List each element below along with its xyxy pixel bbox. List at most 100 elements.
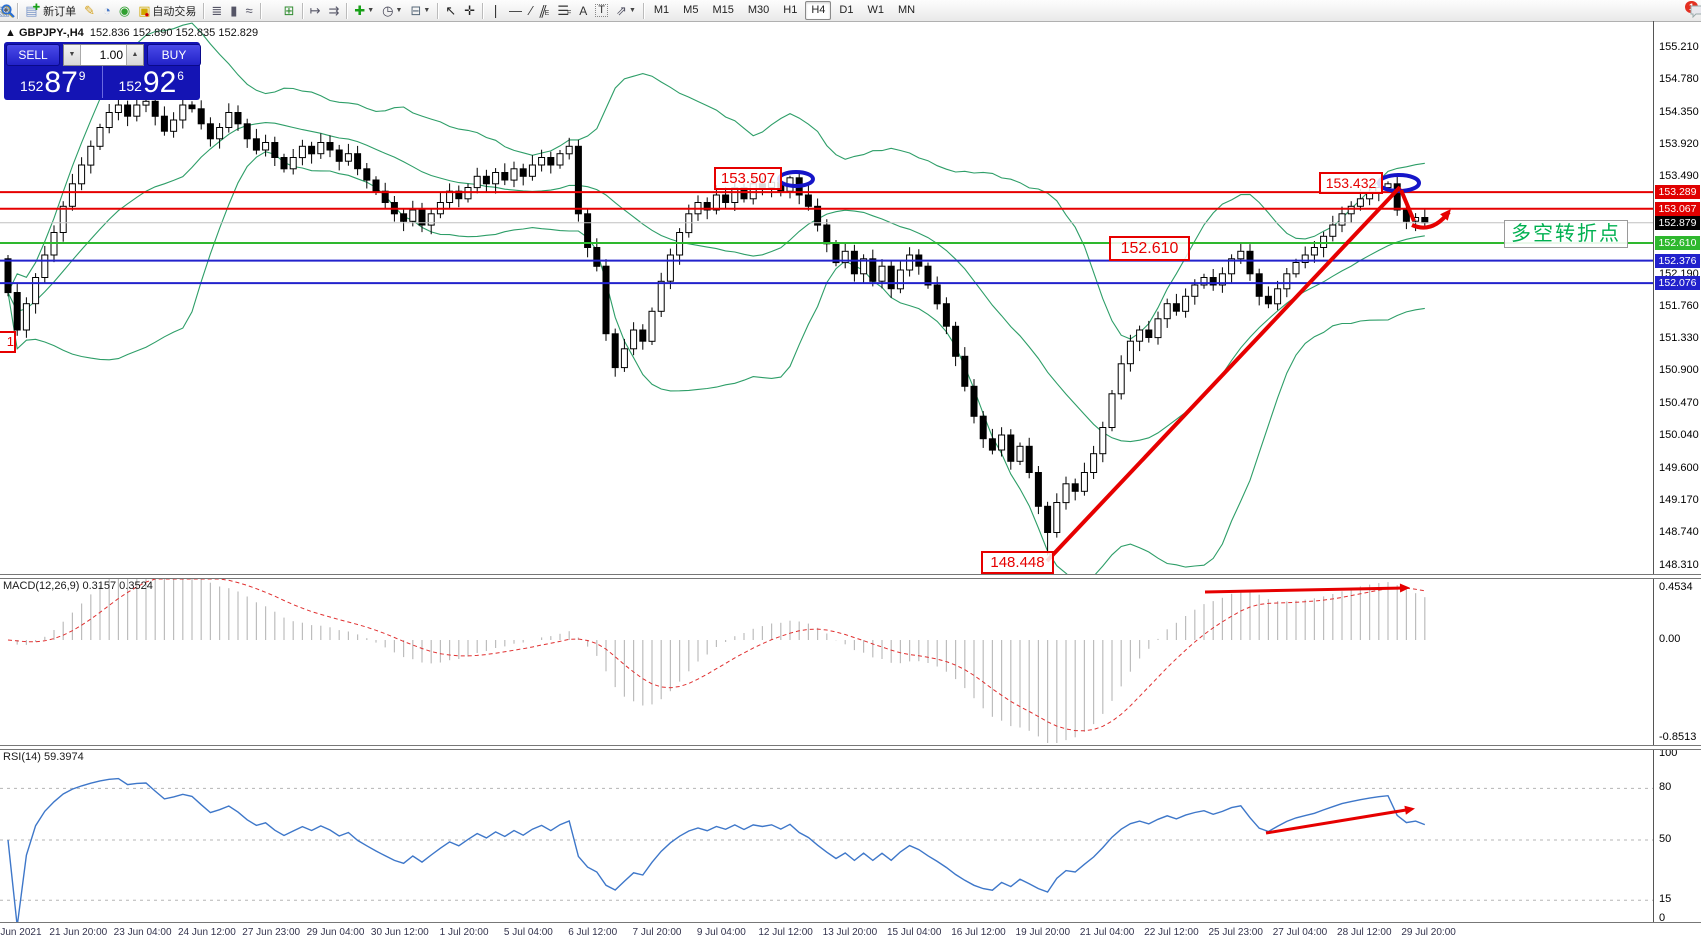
styler-icon[interactable]: ✎ <box>84 3 96 18</box>
rsi-tick: 80 <box>1659 781 1672 794</box>
timeframe-m30[interactable]: M30 <box>747 4 770 16</box>
symbol-header: ▲ GBPJPY-,H4 152.836 152.890 152.835 152… <box>5 27 258 39</box>
chart-shift-icon[interactable]: ↦ <box>309 3 321 18</box>
price-chart[interactable] <box>0 21 1653 574</box>
fibonacci-tool[interactable]: ☰ F <box>557 3 572 18</box>
price-tick: 154.350 <box>1659 105 1699 118</box>
chat-icon[interactable]: 1 <box>1685 1 1701 20</box>
time-label: 7 Jul 20:00 <box>632 927 682 937</box>
bar-chart-icon[interactable]: ≣ <box>211 3 223 18</box>
price-badge-152.076: 152.076 <box>1655 276 1700 291</box>
volume-input[interactable] <box>81 45 126 65</box>
new-order-icon: ▤ <box>25 3 38 18</box>
macd-tick: -0.8513 <box>1659 730 1697 743</box>
crosshair-tool[interactable]: ✛ <box>464 3 476 18</box>
new-order-button[interactable]: ▤ ✚ 新订单 <box>25 1 77 18</box>
rsi-panel[interactable] <box>0 748 1653 924</box>
timeframe-m15[interactable]: M15 <box>712 4 734 16</box>
price-tick: 149.600 <box>1659 461 1699 474</box>
volume-up-button[interactable]: ▲ <box>126 45 143 65</box>
time-label: 15 Jul 04:00 <box>886 927 942 937</box>
macd-signal-line <box>7 578 1425 732</box>
time-label: 9 Jul 04:00 <box>696 927 746 937</box>
timeframe-mn[interactable]: MN <box>897 4 916 16</box>
one-click-trading-panel: SELL ▼ ▲ BUY 152 87 9 152 92 6 <box>4 42 201 100</box>
note-148448[interactable]: 148.448 <box>981 551 1054 574</box>
search-icon[interactable] <box>1 1 1689 20</box>
text-label-tool[interactable]: T <box>591 1 612 20</box>
macd-separator[interactable] <box>0 574 1701 579</box>
time-label: 24 Jun 12:00 <box>177 927 236 937</box>
add-indicator-button[interactable]: ✚ ▼ <box>354 3 375 18</box>
timeframe-h4[interactable]: H4 <box>805 1 832 20</box>
time-label: 5 Jul 04:00 <box>503 927 553 937</box>
timeframe-d1[interactable]: D1 <box>839 4 854 16</box>
shapes-tool[interactable]: ⇗ ▼ <box>616 3 636 18</box>
volume-stepper: ▼ ▲ <box>63 44 144 66</box>
symbol-name: GBPJPY-,H4 <box>18 27 84 39</box>
note-152610[interactable]: 152.610 <box>1109 236 1190 261</box>
time-label: 25 Jul 23:00 <box>1208 927 1263 937</box>
buy-price[interactable]: 152 92 6 <box>118 66 184 99</box>
macd-label: MACD(12,26,9) 0.3157 0.3524 <box>3 580 153 592</box>
note-153507[interactable]: 153.507 <box>714 167 782 190</box>
price-tick: 155.210 <box>1659 41 1699 53</box>
time-label: 23 Jun 04:00 <box>113 927 172 937</box>
time-label: 22 Jul 12:00 <box>1144 927 1199 937</box>
time-label: 1 Jul 20:00 <box>439 927 489 937</box>
price-tick: 149.170 <box>1659 494 1699 506</box>
price-tick: 148.740 <box>1659 526 1699 539</box>
timeframe-m1[interactable]: M1 <box>653 4 670 16</box>
sell-price[interactable]: 152 87 9 <box>4 66 103 98</box>
price-badge-153.067: 153.067 <box>1655 201 1700 216</box>
trendline-tool[interactable]: ∕ <box>530 3 533 18</box>
time-label: 13 Jul 20:00 <box>822 927 878 937</box>
bb-lower <box>7 151 1425 574</box>
market-watch-icon[interactable]: ▧ <box>0 3 11 18</box>
line-chart-icon[interactable]: ≈ <box>245 3 253 18</box>
time-label: 21 Jun 20:00 <box>49 927 108 937</box>
macd-histogram <box>16 579 1426 743</box>
clipped-price-label[interactable]: 1 <box>0 331 16 353</box>
price-badge-152.879: 152.879 <box>1655 215 1700 230</box>
collapse-arrow-icon[interactable]: ▲ <box>5 27 19 39</box>
timeframe-h1[interactable]: H1 <box>783 4 798 16</box>
periods-button[interactable]: ◷ ▼ <box>382 3 403 18</box>
candle-chart-icon[interactable]: ▮ <box>230 3 238 18</box>
signal-icon[interactable]: ◉ <box>118 3 131 18</box>
time-label: 18 Jun 2021 <box>0 927 42 937</box>
ohlc-quotes: 152.836 152.890 152.835 152.829 <box>89 27 259 39</box>
vertical-line-tool[interactable]: ❘ <box>490 3 501 18</box>
profile-icon[interactable]: ◔ <box>103 3 111 18</box>
cursor-tool[interactable]: ↖ <box>445 3 457 18</box>
time-axis[interactable]: 18 Jun 2021 21 Jun 20:00 23 Jun 04:00 24 Ju… <box>0 926 1701 937</box>
horizontal-line-tool[interactable]: — <box>509 3 522 18</box>
rsi-separator[interactable] <box>0 745 1701 750</box>
price-tick: 150.040 <box>1659 428 1699 441</box>
buy-button[interactable]: BUY <box>147 44 201 66</box>
price-tick: 148.310 <box>1659 558 1699 571</box>
time-label: 6 Jul 12:00 <box>568 927 618 937</box>
macd-panel[interactable] <box>0 577 1653 745</box>
zoom-out-icon[interactable] <box>1 1 280 20</box>
time-label: 27 Jun 23:00 <box>242 927 301 937</box>
text-tool[interactable]: A <box>579 3 588 18</box>
zoom-in-icon[interactable] <box>1 1 272 20</box>
templates-button[interactable]: ⊟ ▼ <box>410 3 431 18</box>
price-badge-152.376: 152.376 <box>1655 253 1700 268</box>
volume-down-button[interactable]: ▼ <box>64 45 81 65</box>
sell-button[interactable]: SELL <box>6 44 60 66</box>
tile-windows-icon[interactable]: ⊞ <box>283 3 295 18</box>
auto-scroll-icon[interactable]: ⇉ <box>328 3 340 18</box>
rsi-tick: 0 <box>1659 912 1666 924</box>
equidistant-channel-tool[interactable]: ∥ E <box>537 3 550 18</box>
autotrade-icon: ▣ <box>138 3 151 18</box>
autotrade-button[interactable]: ▣ ● 自动交易 <box>138 3 197 19</box>
rsi-tick: 50 <box>1659 833 1672 845</box>
note-153432[interactable]: 153.432 <box>1319 172 1383 194</box>
timeframe-bar: M1 M5 M15 M30 H1 H4 D1 W1 MN <box>647 1 922 20</box>
time-axis-separator <box>0 922 1701 925</box>
timeframe-m5[interactable]: M5 <box>683 4 699 16</box>
pivot-point-label[interactable]: 多空转折点 <box>1504 220 1628 248</box>
timeframe-w1[interactable]: W1 <box>867 4 884 16</box>
